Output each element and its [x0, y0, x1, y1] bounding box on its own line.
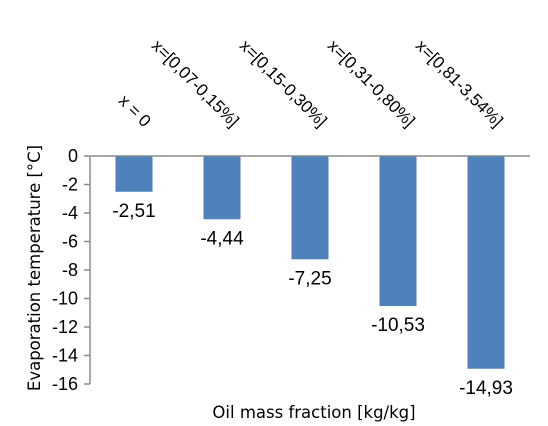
bar: [203, 156, 241, 220]
y-axis-title: Evaporation temperature [°C]: [25, 145, 44, 391]
bar: [467, 156, 505, 369]
y-tick-labels: 0 -2 -4 -6 -8 -10 -12 -14 -16: [52, 146, 90, 394]
y-tick-label: -6: [62, 232, 78, 252]
category-label: x=[0,07-0,15%]: [148, 36, 243, 131]
y-tick-label: -4: [62, 203, 78, 223]
y-tick-label: -2: [62, 175, 78, 195]
y-tick-label: -12: [52, 317, 78, 337]
data-label: -10,53: [371, 315, 425, 336]
data-label: -7,25: [288, 268, 331, 289]
category-label: x=[0,31-0,80%]: [324, 36, 419, 131]
category-label: x=[0,81-3,54%]: [412, 36, 507, 131]
bar: [115, 156, 153, 192]
y-tick-label: -10: [52, 289, 78, 309]
y-tick-label: -16: [52, 374, 78, 394]
y-tick-label: -8: [62, 260, 78, 280]
data-label: -4,44: [200, 228, 244, 249]
data-label: -14,93: [459, 378, 513, 399]
category-label: x = 0: [115, 91, 155, 131]
data-label: -2,51: [112, 201, 155, 222]
category-labels: x = 0x=[0,07-0,15%]x=[0,15-0,30%]x=[0,31…: [115, 36, 507, 131]
y-tick-label: -14: [52, 346, 78, 366]
x-axis-title: Oil mass fraction [kg/kg]: [212, 403, 415, 422]
category-label: x=[0,15-0,30%]: [236, 36, 331, 131]
bar: [291, 156, 329, 260]
bar: [379, 156, 417, 307]
bars-group: [115, 156, 505, 369]
data-labels: -2,51 -4,44 -7,25 -10,53 -14,93: [112, 201, 513, 399]
y-tick-label: 0: [68, 146, 78, 166]
